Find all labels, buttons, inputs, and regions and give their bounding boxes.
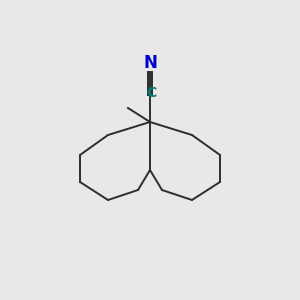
Text: N: N	[143, 54, 157, 72]
Text: C: C	[146, 86, 156, 100]
